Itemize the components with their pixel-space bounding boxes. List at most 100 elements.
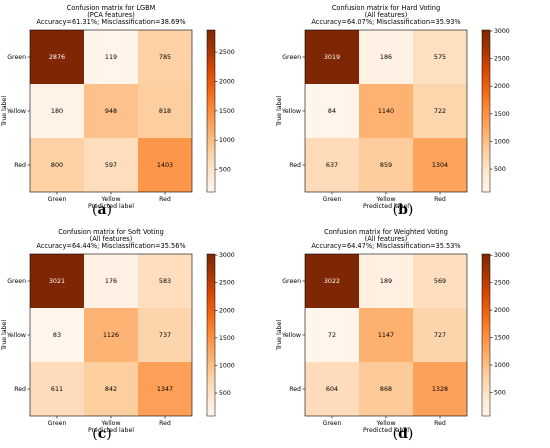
colorbar-tick-label: 3000 bbox=[219, 252, 235, 259]
x-axis-label: Predicted label bbox=[363, 427, 409, 434]
heatmap-cell bbox=[138, 138, 192, 192]
cell-value-label: 1126 bbox=[103, 331, 119, 339]
caption-letter: a bbox=[97, 202, 107, 218]
heatmap-cell bbox=[138, 84, 192, 138]
chart-title-line: Accuracy=64.07%; Misclassification=35.93… bbox=[311, 18, 460, 26]
y-tick-label: Yellow bbox=[6, 332, 26, 339]
heatmap-cell bbox=[84, 30, 138, 84]
chart-title-line: Accuracy=64.47%; Misclassification=35.53… bbox=[311, 242, 460, 250]
cell-value-label: 1328 bbox=[432, 385, 448, 393]
colorbar-tick-label: 1500 bbox=[219, 335, 235, 342]
cell-value-label: 186 bbox=[380, 53, 392, 61]
heatmap-cell bbox=[413, 254, 467, 308]
colorbar-tick-label: 1000 bbox=[494, 362, 510, 369]
x-tick-label: Green bbox=[48, 420, 67, 427]
cell-value-label: 637 bbox=[326, 161, 338, 169]
colorbar-tick-label: 3000 bbox=[494, 252, 510, 259]
x-tick-label: Green bbox=[323, 196, 342, 203]
y-axis-label: True label bbox=[276, 96, 283, 127]
colorbar-tick-label: 1000 bbox=[219, 362, 235, 369]
heatmap-cell bbox=[305, 30, 359, 84]
colorbar-tick-label: 2500 bbox=[494, 56, 510, 63]
y-tick-label: Green bbox=[7, 54, 26, 61]
caption-letter: d bbox=[398, 426, 408, 442]
x-tick-label: Yellow bbox=[100, 420, 120, 427]
cell-value-label: 119 bbox=[105, 53, 117, 61]
cell-value-label: 1147 bbox=[378, 331, 394, 339]
cell-value-label: 84 bbox=[328, 107, 336, 115]
y-tick-label: Red bbox=[14, 162, 26, 169]
colorbar-tick-label: 2000 bbox=[219, 307, 235, 314]
x-tick-label: Green bbox=[48, 196, 67, 203]
x-tick-label: Red bbox=[434, 420, 446, 427]
chart-title-line: Confusion matrix for Weighted Voting bbox=[324, 228, 448, 236]
panel-caption: (b) bbox=[392, 202, 414, 218]
heatmap-cell bbox=[305, 84, 359, 138]
y-tick-label: Red bbox=[289, 386, 301, 393]
colorbar-tick-label: 2000 bbox=[494, 307, 510, 314]
colorbar bbox=[481, 253, 491, 417]
cell-value-label: 737 bbox=[159, 331, 171, 339]
cell-value-label: 189 bbox=[380, 277, 392, 285]
y-tick-label: Green bbox=[7, 278, 26, 285]
cell-value-label: 569 bbox=[434, 277, 446, 285]
heatmap-cell bbox=[30, 308, 84, 362]
x-tick-label: Green bbox=[323, 420, 342, 427]
chart-title-line: Accuracy=64.44%; Misclassification=35.56… bbox=[36, 242, 185, 250]
colorbar-tick-label: 500 bbox=[494, 166, 506, 173]
heatmap-cell bbox=[359, 362, 413, 416]
colorbar-tick-label: 1500 bbox=[494, 111, 510, 118]
chart-panel-c: Confusion matrix for Soft Voting (All fea… bbox=[0, 224, 275, 448]
cell-value-label: 1347 bbox=[157, 385, 173, 393]
heatmap-cell bbox=[413, 362, 467, 416]
cell-value-label: 611 bbox=[51, 385, 63, 393]
cell-value-label: 800 bbox=[51, 161, 63, 169]
x-tick-label: Yellow bbox=[375, 196, 395, 203]
heatmap-cell bbox=[413, 84, 467, 138]
colorbar-tick-label: 1000 bbox=[219, 137, 235, 144]
x-axis-label: Predicted label bbox=[88, 203, 134, 210]
heatmap-cell bbox=[359, 30, 413, 84]
chart-svg: Confusion matrix for Weighted Voting(All… bbox=[276, 228, 510, 434]
chart-title-line: Accuracy=61.31%; Misclassification=38.69… bbox=[36, 18, 185, 26]
heatmap-cell bbox=[138, 362, 192, 416]
y-tick-label: Green bbox=[282, 54, 301, 61]
heatmap-cell bbox=[359, 138, 413, 192]
colorbar-tick-label: 2000 bbox=[494, 83, 510, 90]
colorbar-tick-label: 3000 bbox=[494, 28, 510, 35]
colorbar-tick-label: 1000 bbox=[494, 138, 510, 145]
heatmap-cell bbox=[30, 84, 84, 138]
colorbar bbox=[206, 29, 216, 193]
colorbar-tick-label: 2500 bbox=[219, 280, 235, 287]
heatmap-cell bbox=[84, 362, 138, 416]
cell-value-label: 72 bbox=[328, 331, 336, 339]
cell-value-label: 176 bbox=[105, 277, 117, 285]
cell-value-label: 1140 bbox=[378, 107, 394, 115]
heatmap-cell bbox=[359, 84, 413, 138]
cell-value-label: 575 bbox=[434, 53, 446, 61]
cell-value-label: 604 bbox=[326, 385, 338, 393]
chart-title-line: (All features) bbox=[365, 11, 408, 19]
heatmap-cell bbox=[138, 308, 192, 362]
chart-title-line: (PCA features) bbox=[87, 11, 135, 19]
y-tick-label: Red bbox=[14, 386, 26, 393]
chart-title-line: Confusion matrix for Soft Voting bbox=[58, 228, 164, 236]
heatmap-cell bbox=[359, 308, 413, 362]
x-tick-label: Yellow bbox=[375, 420, 395, 427]
chart-svg: Confusion matrix for LGBM(PCA features)A… bbox=[1, 4, 235, 210]
cell-value-label: 583 bbox=[159, 277, 171, 285]
y-tick-label: Yellow bbox=[281, 108, 301, 115]
x-tick-label: Red bbox=[434, 196, 446, 203]
y-axis-label: True label bbox=[276, 320, 283, 351]
chart-title-line: (All features) bbox=[365, 235, 408, 243]
colorbar-tick-label: 1500 bbox=[494, 335, 510, 342]
x-tick-label: Red bbox=[159, 420, 171, 427]
heatmap-cell bbox=[30, 362, 84, 416]
heatmap-cell bbox=[413, 138, 467, 192]
heatmap-cell bbox=[305, 138, 359, 192]
chart-title-line: Confusion matrix for Hard Voting bbox=[332, 4, 440, 12]
chart-panel-a: Confusion matrix for LGBM (PCA features) A… bbox=[0, 0, 275, 224]
cell-value-label: 180 bbox=[51, 107, 63, 115]
panel-caption: (a) bbox=[91, 202, 112, 218]
colorbar-tick-label: 500 bbox=[494, 389, 506, 396]
